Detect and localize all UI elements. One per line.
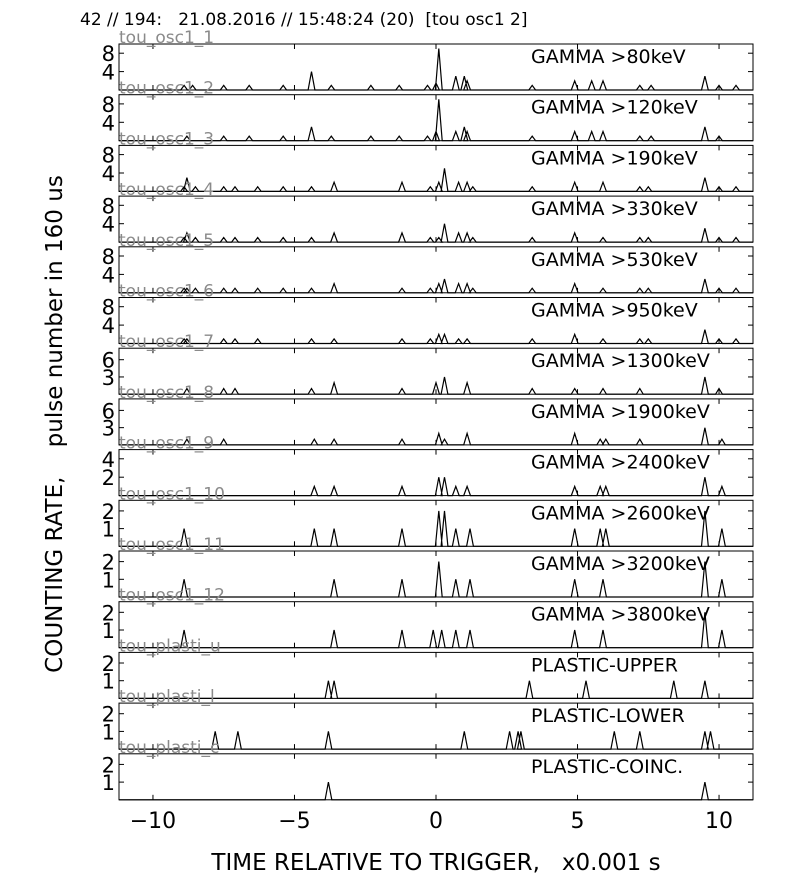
panel-title: GAMMA >3800keV	[531, 604, 710, 626]
y-tick-label: 1	[102, 771, 115, 795]
channel-label: tou_plasti_c	[119, 738, 219, 758]
x-tick-label: 0	[429, 809, 443, 834]
channel-label: tou_osc1_4	[119, 180, 214, 200]
channel-label: tou_osc1_10	[119, 484, 225, 504]
y-tick-label: 4	[102, 314, 115, 338]
channel-label: tou_osc1_8	[119, 383, 214, 403]
y-tick-label: 1	[102, 518, 115, 542]
y-tick-label: 4	[102, 213, 115, 237]
y-tick-label: 6	[102, 349, 115, 373]
panel-title: GAMMA >3200keV	[531, 553, 710, 575]
series-line	[119, 376, 753, 395]
panel-title: PLASTIC-LOWER	[531, 705, 685, 727]
y-tick-label: 4	[102, 61, 115, 85]
y-tick-label: 2	[102, 703, 115, 727]
x-axis-label: TIME RELATIVE TO TRIGGER, x0.001 s	[211, 850, 661, 876]
series-line	[119, 781, 753, 801]
panel-title: GAMMA >1300keV	[531, 350, 710, 372]
y-tick-label: 1	[102, 670, 115, 694]
x-tick-label: −10	[130, 809, 176, 834]
series-line	[119, 731, 753, 750]
panel-title: GAMMA >950keV	[531, 300, 698, 322]
x-tick-label: 5	[571, 809, 585, 834]
series-line	[119, 477, 753, 497]
channel-label: tou_osc1_9	[119, 434, 214, 454]
y-tick-label: 2	[102, 601, 115, 625]
series-line	[119, 329, 753, 345]
channel-label: tou_plasti_u	[119, 636, 221, 656]
y-tick-label: 8	[102, 144, 115, 168]
series-line	[119, 223, 753, 243]
channel-label: tou_osc1_2	[119, 79, 214, 99]
series-line	[119, 48, 753, 91]
y-tick-label: 4	[102, 263, 115, 287]
y-tick-label: 6	[102, 399, 115, 423]
panel-title: GAMMA >2600keV	[531, 502, 710, 524]
chart-header: 42 // 194: 21.08.2016 // 15:48:24 (20) […	[80, 10, 528, 30]
channel-label: tou_osc1_6	[119, 282, 214, 302]
series-line	[119, 612, 753, 649]
panel-title: GAMMA >530keV	[531, 249, 698, 271]
y-tick-label: 8	[102, 296, 115, 320]
y-tick-label: 8	[102, 245, 115, 269]
y-tick-label: 3	[102, 366, 115, 390]
y-tick-label: 3	[102, 417, 115, 441]
panel-title: PLASTIC-COINC.	[531, 756, 683, 778]
y-tick-label: 2	[102, 652, 115, 676]
panel-title: GAMMA >120keV	[531, 97, 698, 119]
series-line	[119, 168, 753, 192]
series-line	[119, 680, 753, 699]
series-line	[119, 99, 753, 142]
panel-title: PLASTIC-UPPER	[531, 654, 678, 676]
channel-label: tou_osc1_11	[119, 535, 225, 555]
y-tick-label: 4	[102, 162, 115, 186]
series-line	[119, 427, 753, 446]
y-tick-label: 2	[102, 551, 115, 575]
series-line	[119, 561, 753, 598]
y-tick-label: 8	[102, 42, 115, 66]
channel-label: tou_osc1_5	[119, 231, 214, 251]
y-tick-label: 4	[102, 111, 115, 135]
panel-title: GAMMA >80keV	[531, 46, 686, 68]
channel-label: tou_osc1_1	[119, 28, 214, 48]
x-tick-label: 10	[705, 809, 733, 834]
channel-label: tou_osc1_12	[119, 586, 225, 606]
series-line	[119, 510, 753, 547]
x-tick-label: −5	[278, 809, 310, 834]
y-tick-label: 2	[102, 500, 115, 524]
panel-title: GAMMA >190keV	[531, 147, 698, 169]
channel-label: tou_plasti_l	[119, 687, 215, 707]
panel-title: GAMMA >2400keV	[531, 452, 710, 474]
y-tick-label: 1	[102, 568, 115, 592]
panel-title: GAMMA >1900keV	[531, 401, 710, 423]
y-tick-label: 8	[102, 194, 115, 218]
y-axis-label: COUNTING RATE, pulse number in 160 us	[42, 175, 68, 673]
panel-title: GAMMA >330keV	[531, 198, 698, 220]
y-tick-label: 2	[102, 753, 115, 777]
y-tick-label: 1	[102, 619, 115, 643]
y-tick-label: 8	[102, 93, 115, 117]
channel-label: tou_osc1_7	[119, 332, 214, 352]
y-tick-label: 4	[102, 448, 115, 472]
y-tick-label: 1	[102, 720, 115, 744]
y-tick-label: 2	[102, 466, 115, 490]
channel-label: tou_osc1_3	[119, 129, 214, 149]
series-line	[119, 278, 753, 294]
